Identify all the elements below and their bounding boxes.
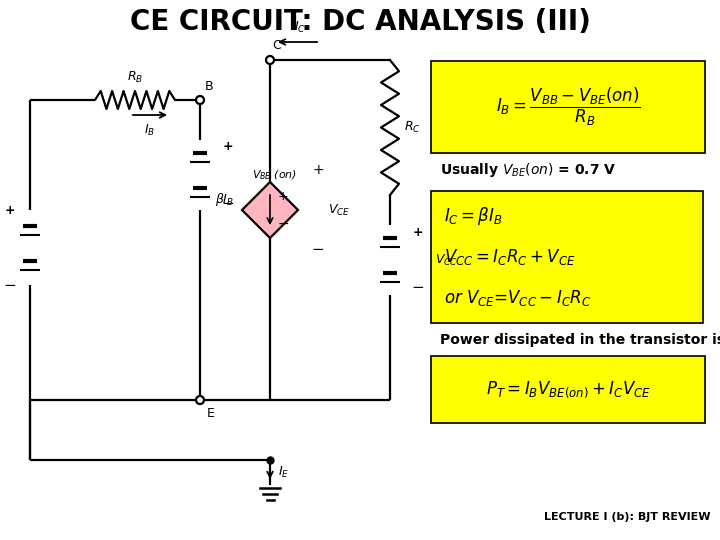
Text: $V_{CC}$: $V_{CC}$ <box>435 252 458 267</box>
Text: −: − <box>412 280 424 295</box>
Text: LECTURE I (b): BJT REVIEW: LECTURE I (b): BJT REVIEW <box>544 512 710 522</box>
Text: +: + <box>5 204 15 217</box>
Text: $I_B = \dfrac{V_{BB} - V_{BE}(on)}{R_B}$: $I_B = \dfrac{V_{BB} - V_{BE}(on)}{R_B}$ <box>495 86 641 128</box>
Text: $I_E$: $I_E$ <box>278 464 289 480</box>
Text: E: E <box>207 407 215 420</box>
Text: $V_{CC} = I_C R_C + V_{CE}$: $V_{CC} = I_C R_C + V_{CE}$ <box>444 247 575 267</box>
Text: −: − <box>312 242 325 258</box>
Text: $R_C$: $R_C$ <box>404 120 420 135</box>
FancyBboxPatch shape <box>431 356 705 423</box>
Text: −: − <box>222 195 235 211</box>
Text: or $V_{CE}$=$V_{CC} - I_C R_C$: or $V_{CE}$=$V_{CC} - I_C R_C$ <box>444 288 591 308</box>
Text: $I_C = \beta I_B$: $I_C = \beta I_B$ <box>444 205 503 227</box>
Polygon shape <box>242 182 298 238</box>
FancyBboxPatch shape <box>431 191 703 323</box>
Text: $I_B$: $I_B$ <box>145 123 156 138</box>
Text: $I_C$: $I_C$ <box>294 20 306 35</box>
Text: $V_{BE}$ (on): $V_{BE}$ (on) <box>252 168 297 182</box>
Circle shape <box>196 396 204 404</box>
Text: C: C <box>272 39 281 52</box>
Text: Power dissipated in the transistor is :: Power dissipated in the transistor is : <box>440 333 720 347</box>
Text: +: + <box>222 140 233 153</box>
Text: B: B <box>205 80 214 93</box>
Text: Usually $V_{BE}(on)$ = 0.7 V: Usually $V_{BE}(on)$ = 0.7 V <box>440 161 616 179</box>
Circle shape <box>266 56 274 64</box>
Text: CE CIRCUIT: DC ANALYSIS (III): CE CIRCUIT: DC ANALYSIS (III) <box>130 8 590 36</box>
Text: −: − <box>278 217 289 231</box>
Text: $\beta I_B$: $\beta I_B$ <box>215 192 234 208</box>
Text: −: − <box>4 279 17 294</box>
Text: +: + <box>312 163 324 177</box>
Text: $P_T = I_B V_{BE(on)} + I_C V_{CE}$: $P_T = I_B V_{BE(on)} + I_C V_{CE}$ <box>485 379 650 400</box>
Text: $R_B$: $R_B$ <box>127 70 143 85</box>
Text: $V_{CE}$: $V_{CE}$ <box>328 202 350 218</box>
Circle shape <box>196 96 204 104</box>
Text: +: + <box>413 226 423 239</box>
Text: +: + <box>278 190 289 202</box>
FancyBboxPatch shape <box>431 61 705 153</box>
